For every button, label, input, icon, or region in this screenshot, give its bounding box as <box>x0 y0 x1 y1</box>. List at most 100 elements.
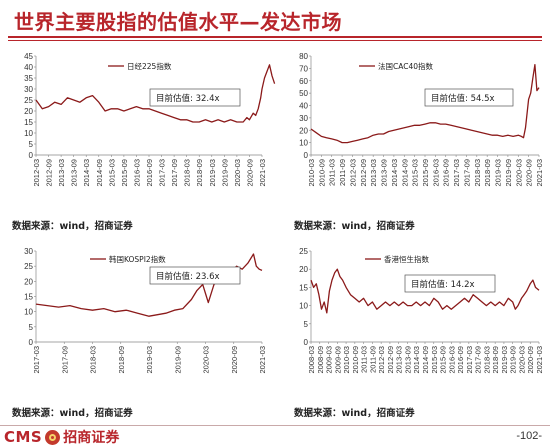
x-tick-label: 2019-09 <box>173 346 182 374</box>
annotation-box <box>404 274 496 293</box>
chart-nikkei225: 0 5 10 15 20 25 30 35 40 45 2012-03 2012-09 2013-03 2… <box>8 52 276 212</box>
y-tick-label: 45 <box>24 52 33 61</box>
x-tick-label: 2020-09 <box>526 346 535 374</box>
x-tick-label: 2013-09 <box>403 346 412 374</box>
annotation-box <box>149 88 241 107</box>
x-tick-label: 2019-03 <box>208 159 217 187</box>
source-note-kospi: 数据来源：wind，招商证券 <box>12 408 133 419</box>
x-tick-label: 2018-03 <box>473 159 482 187</box>
annotation-label: 目前估值: 32.4x <box>156 93 220 104</box>
logo-mark-icon <box>45 429 61 445</box>
x-tick-label: 2020-03 <box>514 159 523 187</box>
x-tick-label: 2020-03 <box>517 346 526 374</box>
y-tick-label: 5 <box>29 140 34 149</box>
x-tick-label: 2012-09 <box>386 346 395 374</box>
x-tick-label: 2016-09 <box>442 159 451 187</box>
y-tick-label: 10 <box>299 139 308 148</box>
title-divider <box>8 36 542 38</box>
y-tick-label: 0 <box>304 151 309 160</box>
x-tick-label: 2021-03 <box>535 346 544 374</box>
x-tick-label: 2018-09 <box>491 346 500 374</box>
legend-label: 香港恒生指数 <box>384 254 429 264</box>
chart-svg: 0 5 10 15 20 25 30 2017-03 2017-09 2018-03 2018-09… <box>24 247 267 374</box>
x-tick-label: 2019-03 <box>500 346 509 374</box>
y-tick-label: 15 <box>24 293 33 302</box>
y-tick-label: 10 <box>24 129 33 138</box>
page-number: -102- <box>516 430 542 442</box>
x-tick-label: 2017-03 <box>465 346 474 374</box>
series-line <box>35 253 263 317</box>
x-tick-label: 2011-03 <box>328 159 337 186</box>
x-tick-label: 2008-03 <box>307 346 316 374</box>
y-tick-label: 25 <box>299 247 308 256</box>
x-tick-label: 2013-03 <box>369 159 378 187</box>
x-tick-label: 2016-03 <box>447 346 456 374</box>
chart-cac40: 0 10 20 30 40 50 60 70 80 2010-03 2010-09 2011-03 20… <box>287 52 545 212</box>
x-tick-label: 2014-09 <box>421 346 430 374</box>
x-tick-label: 2021-03 <box>258 159 267 187</box>
series-line <box>310 268 540 314</box>
x-tick-label: 2018-03 <box>183 159 192 187</box>
x-tick-label: 2020-03 <box>202 346 211 374</box>
x-tick-label: 2018-09 <box>195 159 204 187</box>
y-tick-label: 50 <box>299 89 308 98</box>
x-tick-label: 2012-09 <box>45 159 54 187</box>
x-tick-label: 2021-03 <box>535 159 544 187</box>
logo-text: CMS <box>4 428 43 446</box>
x-tick-label: 2019-03 <box>494 159 503 187</box>
x-tick-label: 2009-09 <box>333 346 342 374</box>
y-tick-label: 25 <box>24 96 33 105</box>
x-tick-label: 2019-09 <box>509 346 518 374</box>
x-tick-label: 2014-03 <box>412 346 421 374</box>
x-tick-label: 2009-03 <box>325 346 334 374</box>
y-tick-label: 0 <box>304 338 309 347</box>
x-tick-label: 2017-03 <box>158 159 167 187</box>
y-tick-label: 0 <box>29 338 34 347</box>
annotation-label: 目前估值: 14.2x <box>411 279 475 290</box>
x-tick-label: 2017-09 <box>462 159 471 187</box>
company-logo: CMS 招商证券 <box>4 427 119 447</box>
x-tick-label: 2019-03 <box>145 346 154 374</box>
x-tick-label: 2019-09 <box>504 159 513 187</box>
x-tick-label: 2020-09 <box>230 346 239 374</box>
y-tick-label: 30 <box>299 114 308 123</box>
y-tick-label: 20 <box>24 107 33 116</box>
x-tick-label: 2017-03 <box>452 159 461 187</box>
x-tick-label: 2020-09 <box>525 159 534 187</box>
x-tick-label: 2017-09 <box>60 346 69 374</box>
x-tick-label: 2016-03 <box>132 159 141 187</box>
source-note-hang-seng: 数据来源：wind，招商证券 <box>294 408 415 419</box>
y-tick-label: 25 <box>24 262 33 271</box>
x-tick-label: 2010-03 <box>342 346 351 374</box>
annotation-box <box>149 266 241 285</box>
x-tick-label: 2015-09 <box>120 159 129 187</box>
series-line <box>310 64 540 144</box>
x-tick-label: 2014-09 <box>400 159 409 187</box>
y-tick-label: 0 <box>29 151 34 160</box>
x-tick-label: 2015-03 <box>430 346 439 374</box>
x-tick-label: 2010-03 <box>307 159 316 187</box>
source-note-cac40: 数据来源：wind，招商证券 <box>294 221 415 232</box>
x-tick-label: 2015-03 <box>411 159 420 187</box>
x-tick-label: 2016-09 <box>145 159 154 187</box>
x-tick-label: 2017-09 <box>474 346 483 374</box>
y-tick-label: 20 <box>299 265 308 274</box>
x-tick-label: 2018-03 <box>482 346 491 374</box>
x-tick-label: 2012-03 <box>348 159 357 187</box>
chart-hang-seng: 0 5 10 15 20 25 2008-03 2008-09 2009-03 2009-09 20… <box>287 247 545 399</box>
page-title: 世界主要股指的估值水平—发达市场 <box>14 10 342 34</box>
y-tick-label: 10 <box>299 302 308 311</box>
x-tick-label: 2017-03 <box>32 346 41 374</box>
y-tick-label: 30 <box>24 247 33 256</box>
x-tick-label: 2016-09 <box>456 346 465 374</box>
x-tick-label: 2020-09 <box>245 159 254 187</box>
y-tick-label: 40 <box>24 63 33 72</box>
y-tick-label: 10 <box>24 308 33 317</box>
title-divider-thin <box>8 40 542 41</box>
x-tick-label: 2018-09 <box>117 346 126 374</box>
footer-divider <box>0 425 550 426</box>
x-tick-label: 2018-09 <box>483 159 492 187</box>
legend-label: 韩国KOSPI2指数 <box>109 254 166 264</box>
source-note-nikkei: 数据来源：wind，招商证券 <box>12 221 133 232</box>
